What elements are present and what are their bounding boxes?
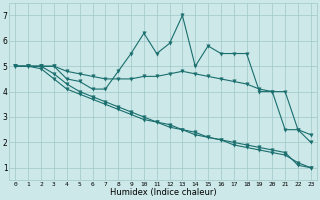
X-axis label: Humidex (Indice chaleur): Humidex (Indice chaleur)	[110, 188, 216, 197]
